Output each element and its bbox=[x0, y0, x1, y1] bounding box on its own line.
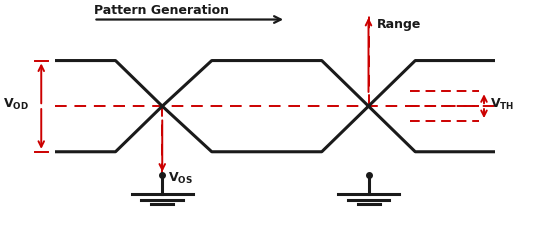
Text: Range: Range bbox=[377, 18, 421, 31]
Text: V$_\mathregular{TH}$: V$_\mathregular{TH}$ bbox=[490, 97, 514, 112]
Text: V$_\mathregular{OS}$: V$_\mathregular{OS}$ bbox=[168, 170, 192, 185]
Text: V$_\mathregular{OD}$: V$_\mathregular{OD}$ bbox=[3, 97, 29, 112]
Text: Pattern Generation: Pattern Generation bbox=[94, 4, 228, 17]
